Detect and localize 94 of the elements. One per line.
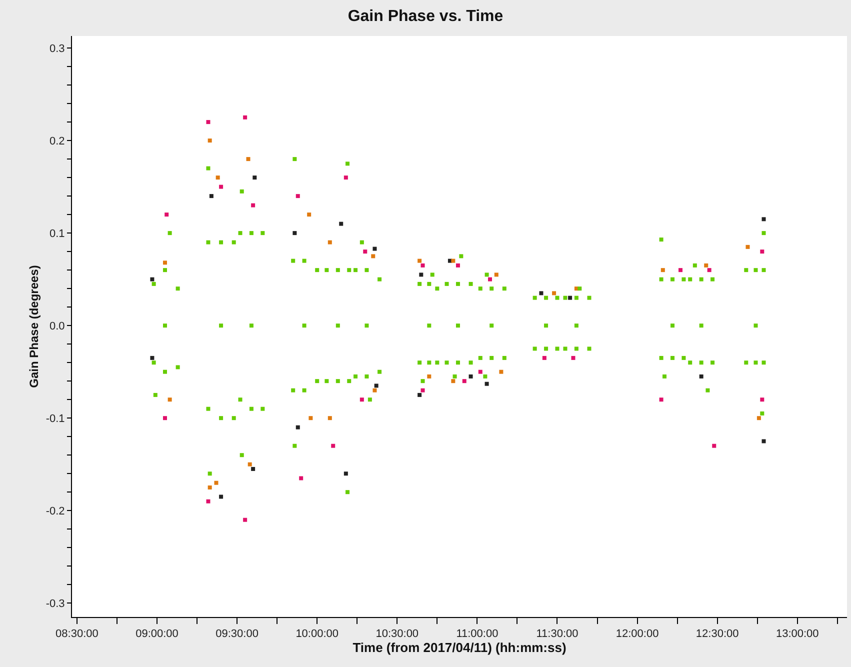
y-tick-label: 0.0 bbox=[50, 320, 65, 332]
point bbox=[418, 258, 422, 263]
point bbox=[344, 176, 348, 180]
point bbox=[328, 416, 332, 420]
point bbox=[150, 277, 154, 282]
point bbox=[419, 272, 424, 277]
point bbox=[712, 444, 716, 448]
point bbox=[659, 398, 664, 402]
point bbox=[214, 480, 218, 485]
point bbox=[568, 296, 572, 300]
y-tick-label: 0.1 bbox=[50, 228, 65, 240]
point bbox=[292, 231, 297, 236]
point bbox=[707, 268, 712, 272]
x-tick-label: 13:00:00 bbox=[776, 628, 819, 640]
point bbox=[339, 222, 344, 226]
point bbox=[678, 268, 683, 272]
point bbox=[756, 416, 761, 420]
x-tick-label: 12:00:00 bbox=[616, 628, 659, 640]
point bbox=[246, 157, 250, 162]
point bbox=[539, 291, 544, 296]
point bbox=[163, 416, 168, 420]
y-tick-label: 0.2 bbox=[50, 135, 65, 148]
point bbox=[216, 176, 220, 180]
point bbox=[484, 382, 489, 386]
point bbox=[208, 138, 212, 143]
point bbox=[427, 374, 432, 378]
point bbox=[251, 203, 256, 208]
point bbox=[243, 115, 248, 120]
point bbox=[308, 416, 313, 420]
point bbox=[542, 356, 546, 360]
point bbox=[451, 258, 456, 263]
point bbox=[296, 194, 300, 198]
point bbox=[372, 388, 377, 392]
point bbox=[488, 277, 492, 282]
point bbox=[762, 439, 766, 444]
y-tick-label: -0.1 bbox=[46, 412, 65, 425]
x-tick-label: 09:00:00 bbox=[136, 628, 178, 640]
x-tick-label: 10:00:00 bbox=[296, 628, 339, 640]
point bbox=[468, 374, 473, 378]
point bbox=[206, 499, 210, 504]
point bbox=[760, 250, 764, 254]
point bbox=[296, 425, 300, 430]
point bbox=[552, 291, 556, 296]
point bbox=[420, 263, 425, 268]
point bbox=[456, 263, 460, 268]
point bbox=[150, 356, 154, 360]
point bbox=[164, 212, 169, 217]
point bbox=[360, 398, 364, 402]
y-tick-label: -0.3 bbox=[46, 598, 65, 610]
point bbox=[251, 466, 256, 471]
point bbox=[163, 260, 168, 265]
point bbox=[760, 398, 764, 402]
point bbox=[699, 374, 704, 378]
point bbox=[328, 240, 332, 244]
x-tick-label: 12:30:00 bbox=[696, 628, 739, 640]
x-tick-label: 08:30:00 bbox=[56, 628, 98, 640]
point bbox=[494, 272, 498, 277]
point bbox=[462, 379, 466, 384]
point bbox=[243, 518, 248, 522]
point bbox=[372, 246, 377, 251]
point bbox=[219, 184, 224, 189]
point bbox=[206, 120, 210, 124]
x-tick-label: 11:30:00 bbox=[536, 628, 578, 640]
point bbox=[248, 462, 252, 466]
point bbox=[660, 268, 665, 272]
point bbox=[704, 263, 708, 268]
point bbox=[451, 379, 456, 384]
y-tick-label: -0.2 bbox=[46, 505, 65, 518]
point bbox=[209, 194, 214, 198]
x-tick-label: 11:00:00 bbox=[456, 628, 498, 640]
point bbox=[478, 370, 482, 374]
point bbox=[331, 444, 336, 448]
y-axis-title: Gain Phase (degrees) bbox=[27, 265, 42, 388]
chart-title: Gain Phase vs. Time bbox=[348, 8, 504, 26]
point bbox=[418, 392, 422, 397]
point bbox=[252, 176, 257, 180]
point bbox=[371, 254, 376, 258]
point bbox=[208, 485, 212, 490]
point bbox=[762, 217, 766, 222]
point bbox=[168, 398, 172, 402]
point bbox=[571, 356, 576, 360]
point bbox=[420, 388, 425, 392]
point bbox=[746, 244, 750, 249]
point bbox=[219, 494, 224, 499]
point bbox=[344, 472, 348, 476]
point bbox=[363, 250, 368, 254]
x-tick-label: 09:30:00 bbox=[216, 628, 258, 640]
point bbox=[307, 212, 312, 217]
point bbox=[374, 384, 378, 388]
point bbox=[299, 476, 304, 480]
point bbox=[499, 370, 504, 374]
x-axis-title: Time (from 2017/04/11) (hh:mm:ss) bbox=[352, 640, 566, 656]
y-tick-label: 0.3 bbox=[50, 42, 65, 55]
x-tick-label: 10:30:00 bbox=[376, 628, 419, 640]
